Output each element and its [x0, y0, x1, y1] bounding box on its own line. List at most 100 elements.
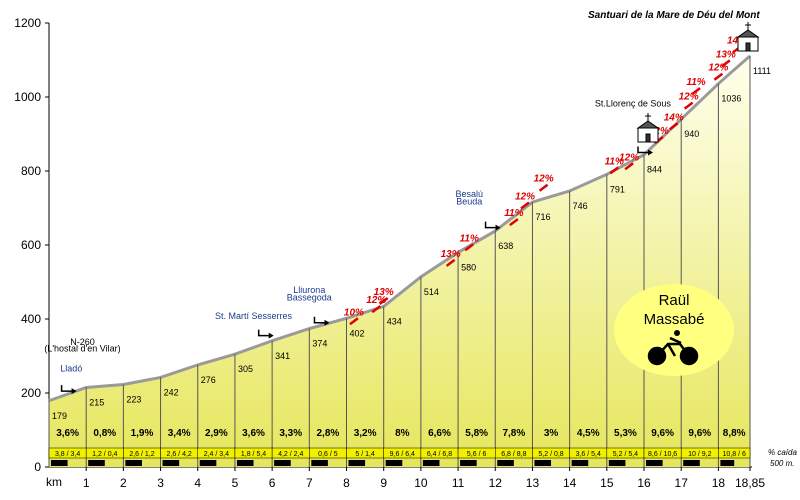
- author-badge: Raül Massabé: [614, 284, 734, 376]
- segment-gradient-label: 1,9%: [131, 428, 154, 439]
- x-tick-label: 1: [83, 476, 90, 490]
- elevation-label: 940: [684, 129, 699, 139]
- km-scale-block: [311, 460, 328, 466]
- km-scale-block: [534, 460, 552, 466]
- y-tick-label: 400: [21, 312, 41, 326]
- elevation-label: 341: [275, 351, 290, 361]
- segment-gradient-label: 8,8%: [723, 428, 746, 439]
- bicycle-icon: [647, 330, 699, 366]
- km-scale-block: [608, 460, 626, 466]
- steep-marker-line: [538, 183, 549, 192]
- segment-gradient-label: 2,8%: [317, 428, 340, 439]
- steep-marker-line: [609, 166, 620, 175]
- steep-marker-line: [349, 317, 359, 326]
- segment-detail-label: 6,4 / 6,8: [427, 451, 452, 458]
- place-arrow-icon: [484, 221, 496, 229]
- elevation-label: 374: [312, 339, 327, 349]
- segment-detail-band: [718, 447, 751, 459]
- steep-marker-line: [445, 258, 456, 267]
- segment-detail-label: 6,8 / 8,8: [501, 451, 526, 458]
- km-scale-block: [88, 460, 105, 466]
- x-tick-label: 18,85: [735, 476, 765, 490]
- steep-gradient-label: 11%: [504, 208, 523, 219]
- segment-detail-label: 5,6 / 6: [467, 451, 487, 458]
- x-tick-label: 18: [712, 476, 726, 490]
- km-scale-block: [571, 460, 589, 466]
- segment-gradient-label: 5,3%: [614, 428, 637, 439]
- segment-detail-label: 8,6 / 10,6: [648, 451, 677, 458]
- x-tick-label: 14: [563, 476, 577, 490]
- x-tick-label: 8: [343, 476, 350, 490]
- place-arrowhead-icon: [324, 319, 330, 326]
- steep-marker-line: [669, 122, 679, 131]
- elevation-label: 514: [424, 287, 439, 297]
- elevation-label: 716: [535, 212, 550, 222]
- y-tick-label: 200: [21, 386, 41, 400]
- y-tick-label: 0: [34, 460, 41, 474]
- place-label: St.Llorenç de Sous: [595, 98, 672, 108]
- elevation-label: 402: [350, 328, 365, 338]
- km-scale-block: [274, 460, 291, 466]
- km-scale-block: [720, 460, 735, 466]
- steep-gradient-label: 12%: [708, 63, 728, 74]
- place-label: Beuda: [456, 196, 482, 206]
- place-arrow-icon: [313, 316, 325, 324]
- place-arrow-icon: [60, 385, 72, 392]
- segment-detail-label: 0,6 / 5: [318, 451, 338, 458]
- segment-gradient-label: 9,6%: [651, 428, 674, 439]
- segment-gradient-label: 3,2%: [354, 428, 377, 439]
- elevation-area: [49, 55, 750, 468]
- segment-detail-label: 10 / 9,2: [688, 451, 711, 458]
- x-tick-label: 12: [489, 476, 503, 490]
- segment-detail-label: 10,8 / 6: [723, 451, 746, 458]
- km-scale-block: [497, 460, 514, 466]
- elevation-label: 179: [52, 411, 67, 421]
- km-scale-block: [385, 460, 403, 466]
- segment-gradient-label: 0,8%: [93, 428, 116, 439]
- steep-gradient-label: 12%: [515, 191, 535, 202]
- steep-gradient-label: 11%: [605, 156, 624, 167]
- segment-detail-label: 4,2 / 2,4: [278, 451, 303, 458]
- segment-gradient-label: 2,9%: [205, 428, 228, 439]
- steep-gradient-label: 13%: [441, 249, 461, 260]
- place-arrowhead-icon: [648, 149, 654, 156]
- x-tick-label: 17: [675, 476, 689, 490]
- church-icon-sous: [636, 113, 660, 143]
- segment-gradient-label: 3,6%: [242, 428, 265, 439]
- steep-gradient-label: 11%: [686, 77, 705, 88]
- segment-gradient-label: 3,4%: [168, 428, 191, 439]
- segment-detail-label: 5 / 1,4: [355, 451, 375, 458]
- x-tick-label: 13: [526, 476, 540, 490]
- legend-note-line2: 500 m.: [770, 459, 794, 468]
- steep-gradient-label: 11%: [460, 233, 479, 244]
- km-scale-block: [236, 460, 254, 466]
- place-label: St. Martí Sesserres: [215, 311, 293, 321]
- elevation-label: 1111: [753, 66, 771, 76]
- y-tick-label: 600: [21, 238, 41, 252]
- x-tick-label: 16: [637, 476, 651, 490]
- steep-marker-line: [464, 243, 474, 252]
- x-tick-label: 11: [452, 476, 465, 490]
- segment-gradient-label: 4,5%: [577, 428, 600, 439]
- place-label: Lliurona: [293, 285, 325, 295]
- steep-gradient-label: 12%: [649, 126, 669, 137]
- segment-detail-label: 1,2 / 0,4: [92, 451, 117, 458]
- segment-gradient-label: 3,3%: [279, 428, 302, 439]
- km-scale-block: [422, 460, 440, 466]
- segment-detail-label: 2,6 / 1,2: [129, 451, 154, 458]
- x-tick-label: 15: [600, 476, 614, 490]
- place-label: Besalú: [455, 189, 483, 199]
- segment-gradient-label: 3,6%: [56, 428, 79, 439]
- steep-gradient-label: 14%: [664, 112, 684, 123]
- steep-marker-line: [713, 72, 724, 81]
- elevation-label: 215: [89, 397, 104, 407]
- steep-gradient-label: 12%: [366, 295, 386, 306]
- km-scale-block: [162, 460, 180, 466]
- segment-gradient-label: 7,8%: [502, 428, 525, 439]
- x-tick-label: 3: [157, 476, 164, 490]
- x-tick-label: 4: [194, 476, 201, 490]
- steep-marker-line: [509, 218, 519, 227]
- elevation-label: 242: [164, 387, 179, 397]
- place-label: (L'hostal d'en Vilar): [44, 344, 120, 354]
